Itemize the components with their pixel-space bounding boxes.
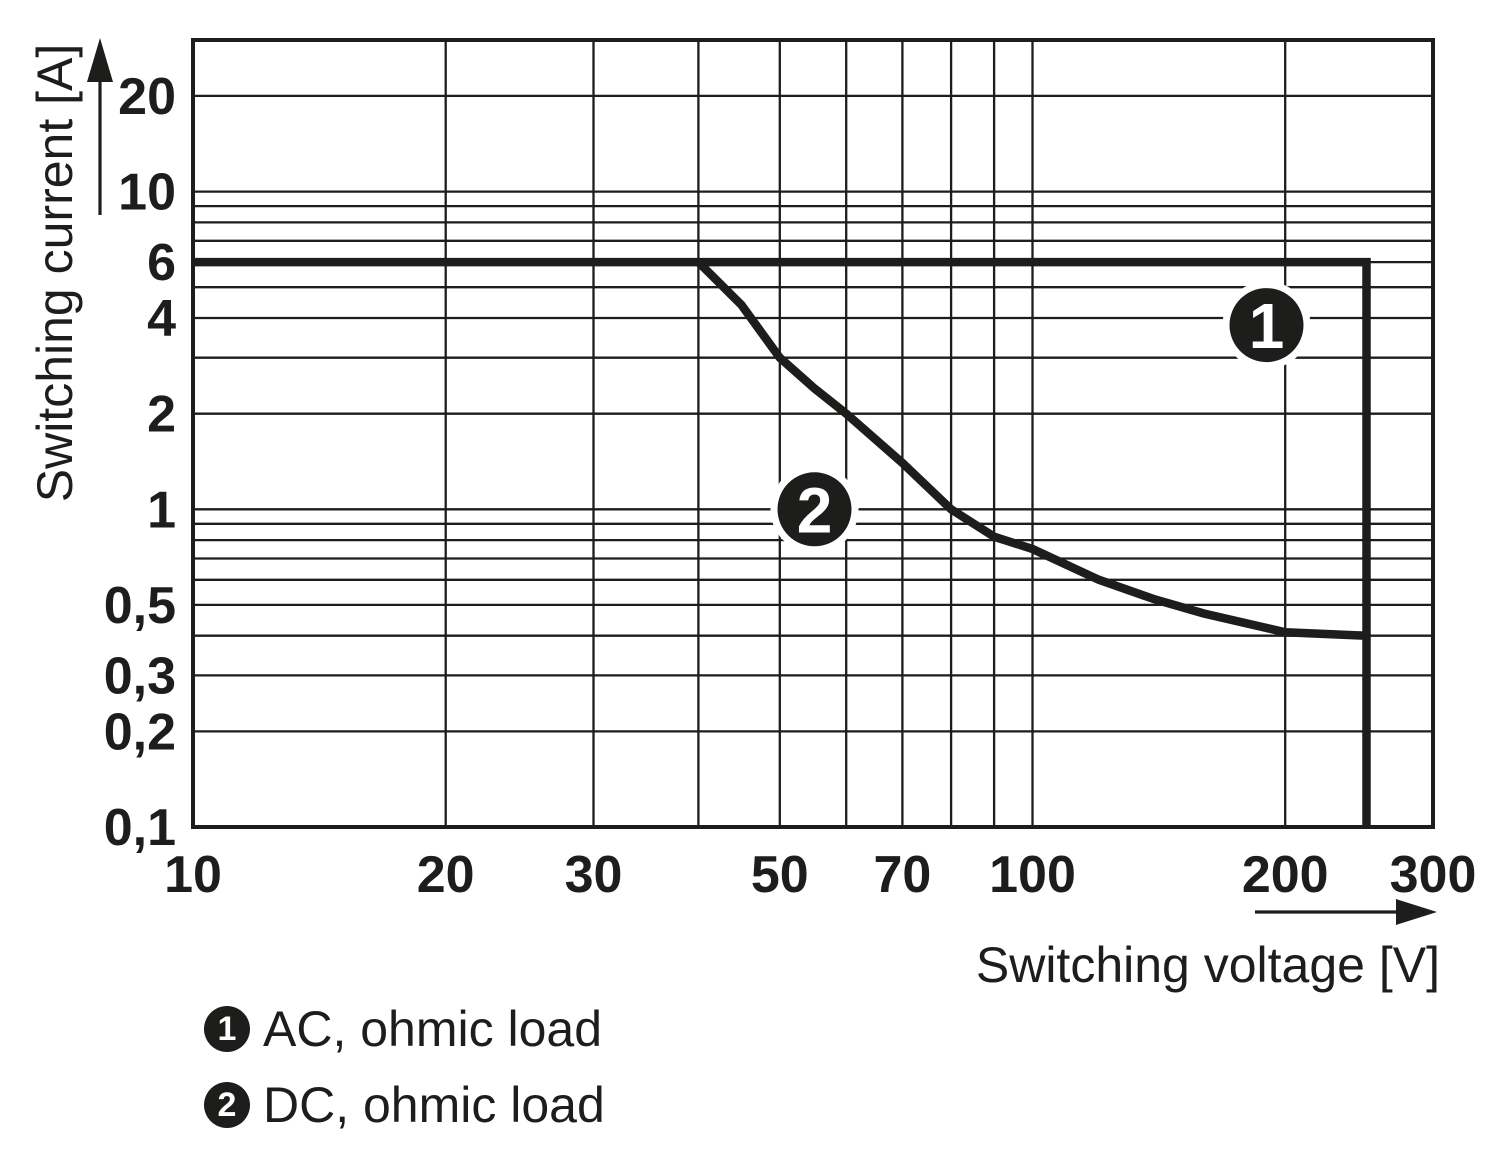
- x-tick-200: 200: [1242, 846, 1329, 904]
- gridlines: [193, 40, 1433, 827]
- badge-2: [777, 472, 852, 547]
- x-tick-300: 300: [1390, 846, 1477, 904]
- x-tick-30: 30: [565, 846, 623, 904]
- curve-number-badges: 12: [770, 281, 1311, 554]
- y-axis-arrow-icon: [87, 38, 113, 215]
- badge-1: [1229, 288, 1304, 363]
- x-tick-10: 10: [164, 846, 222, 904]
- y-tick-0.2: 0,2: [104, 703, 176, 761]
- y-tick-6: 6: [147, 234, 176, 292]
- curve-1-marker-icon: 1: [204, 1006, 250, 1052]
- curve-2-path: [695, 259, 1367, 640]
- y-tick-2: 2: [147, 386, 176, 444]
- x-axis-title: Switching voltage [V]: [975, 937, 1440, 993]
- x-axis-arrow-icon: [1255, 899, 1437, 925]
- legend-label-ac: AC, ohmic load: [263, 1001, 603, 1057]
- x-tick-20: 20: [417, 846, 475, 904]
- y-axis-title: Switching current [A]: [27, 43, 83, 503]
- y-tick-10: 10: [118, 164, 176, 222]
- badge-1-number: 1: [1249, 290, 1285, 362]
- y-tick-0.1: 0,1: [104, 799, 176, 857]
- y-tick-20: 20: [118, 68, 176, 126]
- x-tick-labels: 10 20 30 50 70 100 200 300: [164, 846, 1476, 904]
- x-tick-100: 100: [989, 846, 1076, 904]
- y-tick-4: 4: [147, 290, 176, 348]
- curve-1-path: [193, 257, 1371, 827]
- curve-2-marker-icon: 2: [204, 1082, 250, 1128]
- legend: 1 AC, ohmic load 2 DC, ohmic load: [204, 1000, 605, 1134]
- legend-label-dc: DC, ohmic load: [263, 1077, 605, 1133]
- badge-2-number: 2: [797, 474, 833, 546]
- y-tick-labels: 20 10 64 2 1 0,5 0,30,2 0,1: [104, 68, 176, 857]
- x-tick-50: 50: [751, 846, 809, 904]
- legend-item-ac: 1 AC, ohmic load: [204, 1000, 605, 1058]
- y-tick-0.5: 0,5: [104, 577, 176, 635]
- x-tick-70: 70: [873, 846, 931, 904]
- curves: [193, 257, 1371, 827]
- y-tick-1: 1: [147, 481, 176, 539]
- y-tick-0.3: 0,3: [104, 647, 176, 705]
- legend-item-dc: 2 DC, ohmic load: [204, 1076, 605, 1134]
- plot-border: [191, 38, 1435, 829]
